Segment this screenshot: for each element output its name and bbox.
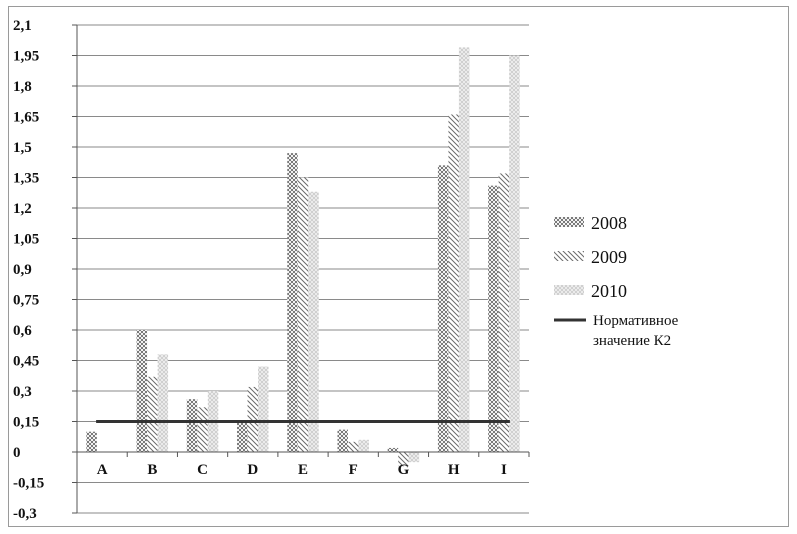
bar-2010-G (408, 452, 420, 463)
y-tick-label: 1,35 (13, 171, 39, 187)
bar-2008-H (437, 165, 449, 453)
bar-chart: 2,1 1,95 1,8 1,65 1,5 1,35 1,2 1,05 0,9 0,75 0,6 0,… (13, 18, 679, 522)
bar-2008-B (136, 330, 148, 452)
legend-label-reference-line-1: Нормативное (593, 313, 679, 329)
x-tick-label-G: G (398, 462, 410, 478)
y-tick-label: 1,5 (13, 140, 32, 156)
x-axis-tick-labels: A B C D E F G H I (97, 462, 507, 478)
bars (86, 47, 520, 467)
x-tick-label-D: D (247, 462, 258, 478)
legend-label-reference-line-2: значение К2 (593, 333, 671, 349)
legend-label-2010: 2010 (591, 281, 627, 301)
legend-swatch-2008 (554, 217, 584, 227)
bar-2010-E (308, 191, 319, 452)
bar-2008-G (387, 447, 399, 452)
bar-2009-F (347, 441, 359, 452)
y-axis-tick-labels: 2,1 1,95 1,8 1,65 1,5 1,35 1,2 1,05 0,9 0,75 0,6 0,… (13, 18, 44, 522)
bar-2008-D (237, 421, 248, 452)
legend-label-2008: 2008 (591, 213, 627, 233)
y-tick-label: 0,15 (13, 415, 39, 431)
bar-2008-I (488, 185, 499, 452)
legend-swatch-2009 (554, 251, 584, 261)
bar-2008-F (337, 429, 348, 452)
bar-2008-A (86, 431, 97, 452)
y-tick-label: 1,95 (13, 49, 39, 65)
x-tick-label-A: A (97, 462, 108, 478)
y-tick-label: 0,6 (13, 323, 32, 339)
bar-2010-F (358, 439, 369, 452)
bar-2010-B (157, 354, 169, 452)
bar-2009-I (498, 173, 510, 452)
y-tick-label: 0,3 (13, 384, 32, 400)
bar-2009-C (197, 407, 208, 452)
y-tick-label: 2,1 (13, 18, 32, 34)
bar-2009-G (398, 452, 409, 467)
bar-2010-D (258, 366, 269, 452)
y-tick-label: 1,05 (13, 232, 39, 248)
bar-2009-B (147, 376, 158, 452)
y-tick-label: 1,2 (13, 201, 32, 217)
bar-2010-I (509, 55, 520, 452)
legend: 2008 2009 2010 Нормативное значение К2 (554, 213, 679, 349)
bar-2008-C (186, 399, 198, 452)
x-tick-label-I: I (501, 462, 507, 478)
y-tick-label: 0 (13, 445, 21, 461)
x-tick-label-B: B (147, 462, 157, 478)
y-tick-label: 1,8 (13, 79, 32, 95)
y-tick-label: 1,65 (13, 110, 39, 126)
x-tick-label-C: C (197, 462, 208, 478)
bar-2009-D (247, 386, 259, 452)
y-tick-label: -0,3 (13, 506, 37, 522)
bar-2010-H (458, 47, 470, 452)
x-tick-label-F: F (349, 462, 358, 478)
y-tick-label: 0,45 (13, 354, 39, 370)
legend-label-2009: 2009 (591, 247, 627, 267)
y-tick-label: 0,9 (13, 262, 32, 278)
x-tick-label-E: E (298, 462, 308, 478)
legend-swatch-2010 (554, 285, 584, 295)
bar-2009-E (297, 177, 309, 452)
axes (76, 25, 530, 513)
bar-2008-E (287, 153, 298, 452)
y-tick-label: -0,15 (13, 476, 44, 492)
x-tick-label-H: H (448, 462, 460, 478)
bar-2009-H (448, 114, 459, 452)
chart-frame: 2,1 1,95 1,8 1,65 1,5 1,35 1,2 1,05 0,9 0,75 0,6 0,… (8, 6, 789, 527)
y-tick-label: 0,75 (13, 293, 39, 309)
